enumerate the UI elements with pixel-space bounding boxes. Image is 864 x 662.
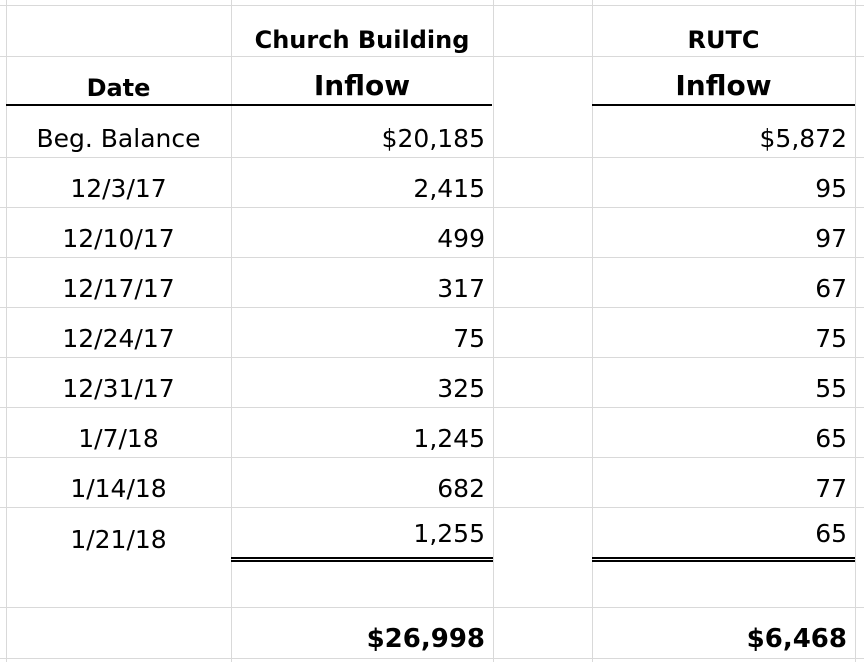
church-inflow-cell[interactable]: 75 [453,324,485,353]
rutc-inflow-cell[interactable]: 97 [815,224,847,253]
total-double-underline [231,557,493,562]
church-inflow-cell[interactable]: $20,185 [381,124,485,153]
rutc-inflow-cell[interactable]: 67 [815,274,847,303]
gridline [493,0,494,662]
header-underline [6,104,492,106]
gridline [0,207,864,208]
gridline [592,0,593,662]
rutc-header[interactable]: RUTC [687,26,760,54]
total-double-underline [592,557,855,562]
church-inflow-cell[interactable]: 682 [437,474,485,503]
rutc-inflow-cell[interactable]: 95 [815,174,847,203]
gridline [0,607,864,608]
gridline [6,0,7,662]
header-underline [592,104,855,106]
gridline [0,157,864,158]
date-cell[interactable]: 12/31/17 [62,374,175,403]
rutc-inflow-cell[interactable]: 75 [815,324,847,353]
rutc-total-cell[interactable]: $6,468 [746,624,847,654]
gridline [0,457,864,458]
gridline [0,357,864,358]
rutc-inflow-cell[interactable]: 65 [815,519,847,548]
rutc-inflow-header[interactable]: Inflow [675,69,772,102]
gridline [0,257,864,258]
rutc-inflow-cell[interactable]: 65 [815,424,847,453]
gridline [0,407,864,408]
date-cell[interactable]: 12/10/17 [62,224,175,253]
date-cell[interactable]: 1/7/18 [78,424,159,453]
date-cell[interactable]: Beg. Balance [36,124,201,153]
church-inflow-cell[interactable]: 499 [437,224,485,253]
gridline [0,56,864,57]
date-cell[interactable]: 12/3/17 [70,174,167,203]
date-cell[interactable]: 1/14/18 [70,474,167,503]
gridline [855,0,856,662]
church-inflow-cell[interactable]: 1,255 [413,519,485,548]
date-cell[interactable]: 12/17/17 [62,274,175,303]
rutc-inflow-cell[interactable]: 77 [815,474,847,503]
date-cell[interactable]: 1/21/18 [70,525,167,554]
gridline [0,307,864,308]
gridline [0,5,864,6]
rutc-inflow-cell[interactable]: 55 [815,374,847,403]
church-inflow-header[interactable]: Inflow [313,69,411,102]
church-inflow-cell[interactable]: 325 [437,374,485,403]
gridline [231,0,232,662]
church-inflow-cell[interactable]: 1,245 [413,424,485,453]
gridline [0,658,864,659]
church-inflow-cell[interactable]: 2,415 [413,174,485,203]
rutc-inflow-cell[interactable]: $5,872 [759,124,847,153]
church-total-cell[interactable]: $26,998 [366,624,485,654]
church-inflow-cell[interactable]: 317 [437,274,485,303]
date-header[interactable]: Date [86,74,151,102]
church-building-header[interactable]: Church Building [254,26,470,54]
gridline [0,507,864,508]
date-cell[interactable]: 12/24/17 [62,324,175,353]
